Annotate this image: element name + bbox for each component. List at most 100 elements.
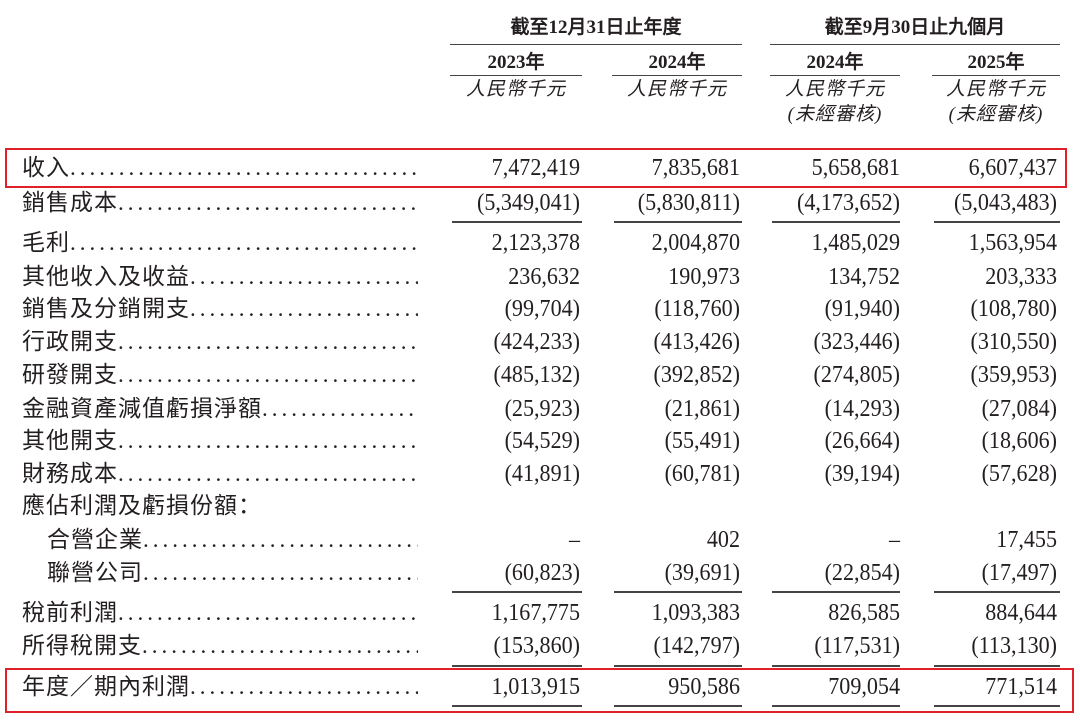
total-underline — [934, 591, 1060, 593]
cell-value: (54,529) — [504, 428, 580, 454]
row-label: 行政開支 — [22, 327, 418, 357]
currency-unit: 人民幣千元 — [945, 79, 1046, 100]
row-label-text: 稅前利潤 — [22, 600, 118, 625]
group-header-fy: 截至12月31日止年度 — [510, 17, 682, 38]
unit-label: 人民幣千元 — [612, 77, 742, 102]
row-label: 所得稅開支 — [22, 631, 418, 661]
year-header: 2024年 — [648, 52, 706, 73]
row-label-text: 所得稅開支 — [22, 633, 142, 658]
cell-value: (5,349,041) — [476, 190, 580, 216]
table-row: 財務成本 (41,891) (60,781) (39,194) (57,628) — [0, 459, 1080, 489]
total-underline — [934, 705, 1060, 707]
year-header: 2023年 — [487, 52, 545, 73]
row-label-text: 其他收入及收益 — [22, 264, 190, 289]
dot-leader — [70, 228, 418, 258]
row-label: 銷售及分銷開支 — [22, 294, 418, 324]
dot-leader — [262, 394, 418, 424]
unaudited-note: (未經審核) — [787, 104, 883, 125]
cell-value: 771,514 — [985, 674, 1057, 700]
total-underline — [452, 221, 582, 223]
cell-value: – — [568, 527, 580, 553]
cell-value: 2,123,378 — [491, 230, 580, 256]
row-label: 應佔利潤及虧損份額： — [22, 491, 418, 521]
cell-value: 6,607,437 — [968, 155, 1057, 181]
cell-value: (113,130) — [971, 633, 1057, 659]
total-underline — [452, 591, 582, 593]
cell-value: (274,805) — [813, 362, 900, 388]
row-label-text: 財務成本 — [22, 461, 118, 486]
row-label: 其他開支 — [22, 426, 418, 456]
dot-leader — [190, 262, 418, 292]
row-label-text: 應佔利潤及虧損份額： — [22, 493, 262, 518]
currency-unit: 人民幣千元 — [626, 79, 727, 100]
dot-leader — [118, 426, 418, 456]
row-label-text: 研發開支 — [22, 362, 118, 387]
row-label-text: 金融資產減值虧損淨額 — [22, 396, 262, 421]
cell-value: (22,854) — [824, 560, 900, 586]
total-underline — [772, 705, 900, 707]
cell-value: 884,644 — [985, 600, 1057, 626]
currency-unit: 人民幣千元 — [465, 79, 566, 100]
unit-label: 人民幣千元 (未經審核) — [770, 77, 900, 127]
table-row: 稅前利潤 1,167,775 1,093,383 826,585 884,644 — [0, 598, 1080, 628]
dot-leader — [190, 294, 418, 324]
highlight-box-revenue — [5, 148, 1067, 188]
table-row: 收入 7,472,419 7,835,681 5,658,681 6,607,437 — [0, 153, 1080, 183]
highlight-box-profit — [5, 668, 1074, 713]
dot-leader — [118, 188, 418, 218]
row-label-text: 聯營公司 — [47, 560, 143, 585]
total-underline — [614, 705, 742, 707]
cell-value: 1,093,383 — [651, 600, 740, 626]
row-label: 銷售成本 — [22, 188, 418, 218]
cell-value: (108,780) — [970, 296, 1057, 322]
row-label-text: 合營企業 — [47, 527, 143, 552]
year-header: 2024年 — [806, 52, 864, 73]
total-underline — [614, 665, 742, 667]
cell-value: (27,084) — [981, 396, 1057, 422]
row-label: 稅前利潤 — [22, 598, 418, 628]
table-row: 所得稅開支 (153,860) (142,797) (117,531) (113,130… — [0, 631, 1080, 661]
cell-value: (310,550) — [970, 329, 1057, 355]
dot-leader — [142, 631, 418, 661]
table-row: 研發開支 (485,132) (392,852) (274,805) (359,953) — [0, 360, 1080, 390]
cell-value: 7,835,681 — [651, 155, 740, 181]
cell-value: 1,167,775 — [491, 600, 580, 626]
total-underline — [934, 665, 1060, 667]
row-label-text: 銷售成本 — [22, 190, 118, 215]
dot-leader — [143, 525, 418, 555]
divider — [932, 75, 1060, 76]
row-label: 毛利 — [22, 228, 418, 258]
row-label: 財務成本 — [22, 459, 418, 489]
cell-value: (117,531) — [814, 633, 900, 659]
cell-value: – — [888, 527, 900, 553]
row-label-text: 其他開支 — [22, 428, 118, 453]
total-underline — [452, 665, 582, 667]
cell-value: (5,830,811) — [637, 190, 740, 216]
cell-value: (25,923) — [504, 396, 580, 422]
cell-value: 1,013,915 — [491, 674, 580, 700]
total-underline — [772, 665, 900, 667]
cell-value: (392,852) — [653, 362, 740, 388]
divider — [450, 44, 742, 45]
cell-value: (153,860) — [493, 633, 580, 659]
cell-value: (17,497) — [981, 560, 1057, 586]
cell-value: 1,485,029 — [811, 230, 900, 256]
dot-leader — [118, 459, 418, 489]
cell-value: (14,293) — [824, 396, 900, 422]
cell-value: (21,861) — [664, 396, 740, 422]
cell-value: (99,704) — [504, 296, 580, 322]
table-row: 金融資產減值虧損淨額 (25,923) (21,861) (14,293) (27,08… — [0, 394, 1080, 424]
cell-value: 203,333 — [985, 264, 1057, 290]
row-label: 研發開支 — [22, 360, 418, 390]
cell-value: (424,233) — [493, 329, 580, 355]
row-label: 合營企業 — [47, 525, 418, 555]
cell-value: (142,797) — [653, 633, 740, 659]
row-label: 聯營公司 — [47, 558, 418, 588]
table-row: 銷售及分銷開支 (99,704) (118,760) (91,940) (108,780… — [0, 294, 1080, 324]
cell-value: 2,004,870 — [651, 230, 740, 256]
cell-value: (485,132) — [493, 362, 580, 388]
table-row: 合營企業 – 402 – 17,455 — [0, 525, 1080, 555]
divider — [450, 75, 582, 76]
cell-value: (18,606) — [981, 428, 1057, 454]
row-label-text: 行政開支 — [22, 329, 118, 354]
